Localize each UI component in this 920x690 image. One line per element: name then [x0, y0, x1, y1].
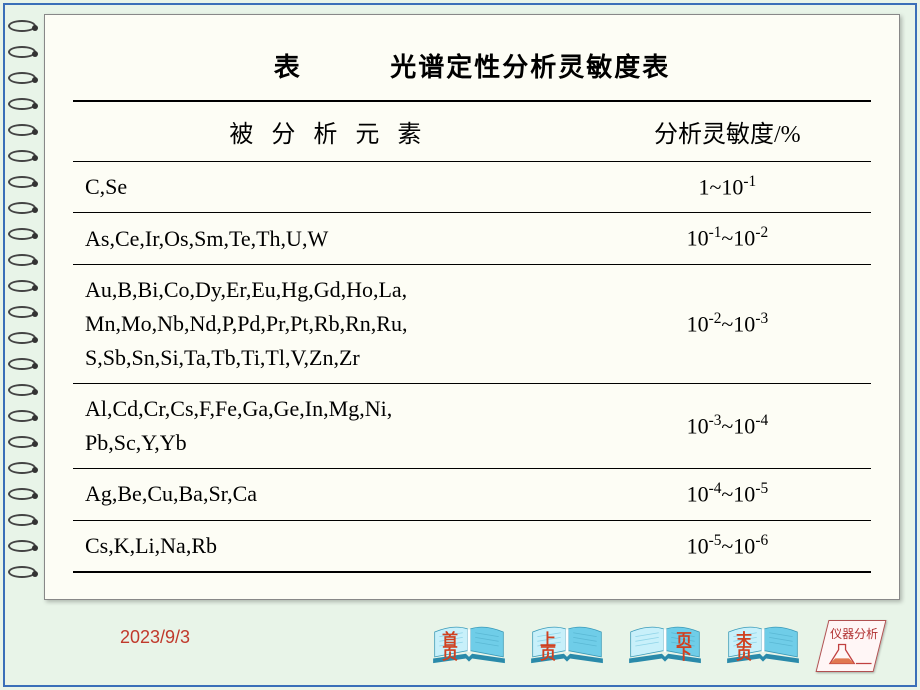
sensitivity-table: 表 光谱定性分析灵敏度表 被 分 析 元 素 分析灵敏度/% C,Se1~10-… [73, 35, 871, 573]
table-row: As,Ce,Ir,Os,Sm,Te,Th,U,W10-1~10-2 [73, 213, 871, 264]
elements-cell: C,Se [73, 162, 584, 213]
table-row: Au,B,Bi,Co,Dy,Er,Eu,Hg,Gd,Ho,La,Mn,Mo,Nb… [73, 264, 871, 383]
nav-bar: 首 页 上 页 页 下 末 页 仪器分析 [430, 620, 880, 672]
footer-date: 2023/9/3 [120, 627, 190, 648]
elements-cell: Au,B,Bi,Co,Dy,Er,Eu,Hg,Gd,Ho,La,Mn,Mo,Nb… [73, 264, 584, 383]
table-row: Cs,K,Li,Na,Rb10-5~10-6 [73, 520, 871, 572]
sensitivity-cell: 10-2~10-3 [584, 264, 871, 383]
sensitivity-cell: 10-1~10-2 [584, 213, 871, 264]
last-page-button[interactable]: 末 页 [724, 620, 802, 672]
elements-cell: Ag,Be,Cu,Ba,Sr,Ca [73, 469, 584, 520]
flask-icon [821, 641, 877, 667]
first-page-button[interactable]: 首 页 [430, 620, 508, 672]
table-title-text: 光谱定性分析灵敏度表 [390, 53, 670, 82]
elements-cell: Cs,K,Li,Na,Rb [73, 520, 584, 572]
spiral-binding [8, 20, 38, 600]
instrument-label: 仪器分析 [826, 625, 882, 642]
instrument-analysis-button[interactable]: 仪器分析 [816, 620, 887, 672]
sensitivity-cell: 10-4~10-5 [584, 469, 871, 520]
table-row: C,Se1~10-1 [73, 162, 871, 213]
page-content: 表 光谱定性分析灵敏度表 被 分 析 元 素 分析灵敏度/% C,Se1~10-… [44, 14, 900, 600]
sensitivity-cell: 10-5~10-6 [584, 520, 871, 572]
table-header-row: 被 分 析 元 素 分析灵敏度/% [73, 101, 871, 162]
table-row: Al,Cd,Cr,Cs,F,Fe,Ga,Ge,In,Mg,Ni,Pb,Sc,Y,… [73, 384, 871, 469]
prev-page-button[interactable]: 上 页 [528, 620, 606, 672]
next-page-button[interactable]: 页 下 [626, 620, 704, 672]
nav-label: 首 页 [442, 634, 458, 662]
sensitivity-cell: 10-3~10-4 [584, 384, 871, 469]
table-title-row: 表 光谱定性分析灵敏度表 [73, 35, 871, 101]
col-header-elements: 被 分 析 元 素 [73, 101, 584, 162]
sensitivity-cell: 1~10-1 [584, 162, 871, 213]
nav-label: 末 页 [736, 634, 752, 662]
elements-cell: As,Ce,Ir,Os,Sm,Te,Th,U,W [73, 213, 584, 264]
nav-label: 上 页 [540, 634, 556, 662]
elements-cell: Al,Cd,Cr,Cs,F,Fe,Ga,Ge,In,Mg,Ni,Pb,Sc,Y,… [73, 384, 584, 469]
table-title-label: 表 [274, 53, 302, 82]
table-row: Ag,Be,Cu,Ba,Sr,Ca10-4~10-5 [73, 469, 871, 520]
nav-label: 页 下 [676, 634, 692, 662]
col-header-sensitivity: 分析灵敏度/% [584, 101, 871, 162]
